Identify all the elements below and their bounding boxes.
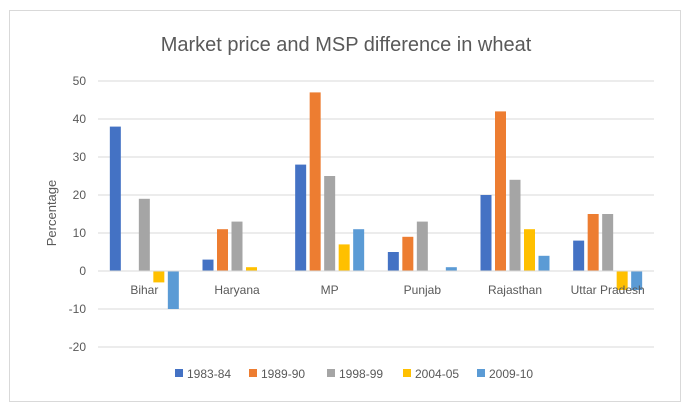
y-tick-label: 50: [73, 74, 87, 88]
bar-1989-90-mp: [309, 92, 321, 272]
bar-1983-84-uttar-pradesh: [573, 240, 585, 271]
chart-title: Market price and MSP difference in wheat: [161, 34, 532, 56]
y-tick-label: -20: [69, 340, 87, 354]
bar-1989-90-punjab: [402, 236, 414, 271]
bar-1998-99-punjab: [416, 221, 428, 271]
chart-frame: [9, 10, 681, 402]
y-tick-label: 0: [79, 264, 86, 278]
bar-2004-05-bihar: [153, 271, 165, 283]
bar-1983-84-punjab: [387, 252, 399, 271]
bar-1998-99-bihar: [138, 198, 150, 271]
bar-1983-84-bihar: [109, 126, 121, 271]
bar-1998-99-uttar-pradesh: [602, 214, 614, 271]
bar-1983-84-haryana: [202, 259, 214, 271]
legend-swatch: [327, 369, 335, 377]
bar-1983-84-mp: [295, 164, 307, 271]
legend-swatch: [403, 369, 411, 377]
x-tick-label: Punjab: [404, 283, 442, 297]
bar-2004-05-haryana: [246, 267, 257, 271]
bar-1983-84-rajasthan: [480, 195, 492, 271]
bar-2004-05-mp: [338, 244, 350, 271]
bar-1989-90-uttar-pradesh: [587, 214, 599, 271]
x-tick-label: Rajasthan: [488, 283, 542, 297]
legend-label: 1989-90: [261, 367, 305, 381]
legend-label: 2004-05: [415, 367, 459, 381]
y-axis-ticks: -20 -10 0 10 20 30 40 50: [69, 74, 87, 354]
y-tick-label: 40: [73, 112, 87, 126]
legend-swatch: [249, 369, 257, 377]
legend-label: 1998-99: [339, 367, 383, 381]
legend-swatch: [175, 369, 183, 377]
legend-label: 1983-84: [187, 367, 231, 381]
x-tick-label: MP: [321, 283, 339, 297]
bar-2009-10-bihar: [167, 271, 179, 309]
legend: 1983-84 1989-90 1998-99 2004-05 2009-10: [175, 367, 533, 381]
bar-2004-05-rajasthan: [524, 229, 535, 271]
bar-2004-05-uttar-pradesh: [616, 271, 628, 290]
x-tick-label: Uttar Pradesh: [571, 283, 645, 297]
bar-1998-99-rajasthan: [509, 179, 521, 271]
gridlines: [98, 80, 654, 348]
y-tick-label: 20: [73, 188, 87, 202]
legend-label: 2009-10: [489, 367, 533, 381]
bar-1989-90-haryana: [217, 229, 228, 271]
bar-2009-10-rajasthan: [538, 255, 550, 271]
x-axis-ticks: Bihar Haryana MP Punjab Rajasthan Uttar Prade…: [130, 283, 644, 297]
bar-1989-90-rajasthan: [495, 111, 506, 272]
bar-2009-10-mp: [353, 229, 365, 271]
x-tick-label: Bihar: [130, 283, 158, 297]
bar-1998-99-haryana: [231, 221, 243, 271]
x-tick-label: Haryana: [214, 283, 260, 297]
bar-2009-10-uttar-pradesh: [631, 271, 643, 290]
y-tick-label: 30: [73, 150, 87, 164]
bars: [109, 92, 643, 309]
bar-1998-99-mp: [324, 176, 336, 271]
legend-swatch: [477, 369, 485, 377]
y-tick-label: -10: [69, 302, 87, 316]
y-tick-label: 10: [73, 226, 87, 240]
bar-2009-10-punjab: [445, 267, 457, 271]
y-axis-label: Percentage: [44, 180, 59, 247]
